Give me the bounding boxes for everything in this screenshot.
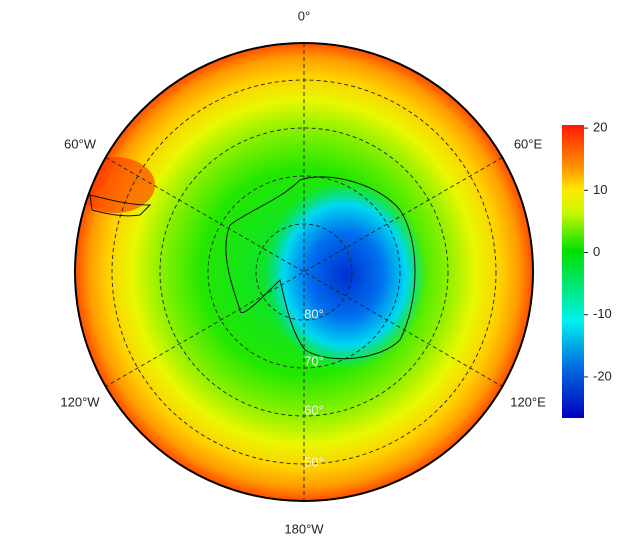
coastline	[89, 194, 152, 217]
latitude-label: 80°	[304, 306, 324, 321]
colorbar-tick-label: -10	[593, 306, 612, 321]
colorbar-tick-label: 10	[593, 182, 607, 197]
longitude-label: 120°W	[60, 394, 100, 409]
latitude-label: 60°	[304, 402, 324, 417]
longitude-label: 60°W	[64, 136, 97, 151]
map-border	[74, 42, 534, 502]
graticule	[105, 43, 503, 501]
longitude-label: 0°	[298, 8, 310, 23]
colorbar	[562, 125, 584, 418]
field	[75, 43, 533, 501]
longitude-label: 60°E	[514, 136, 543, 151]
latitude-label: 70°	[304, 353, 324, 368]
colorbar-tick-label: 0	[593, 244, 600, 259]
longitude-label: 180°W	[284, 521, 324, 536]
coastline	[225, 176, 416, 360]
latitude-label: 50°	[304, 454, 324, 469]
longitude-label: 120°E	[510, 394, 546, 409]
colorbar-tick-label: 20	[593, 120, 607, 135]
colorbar-tick-label: -20	[593, 368, 612, 383]
